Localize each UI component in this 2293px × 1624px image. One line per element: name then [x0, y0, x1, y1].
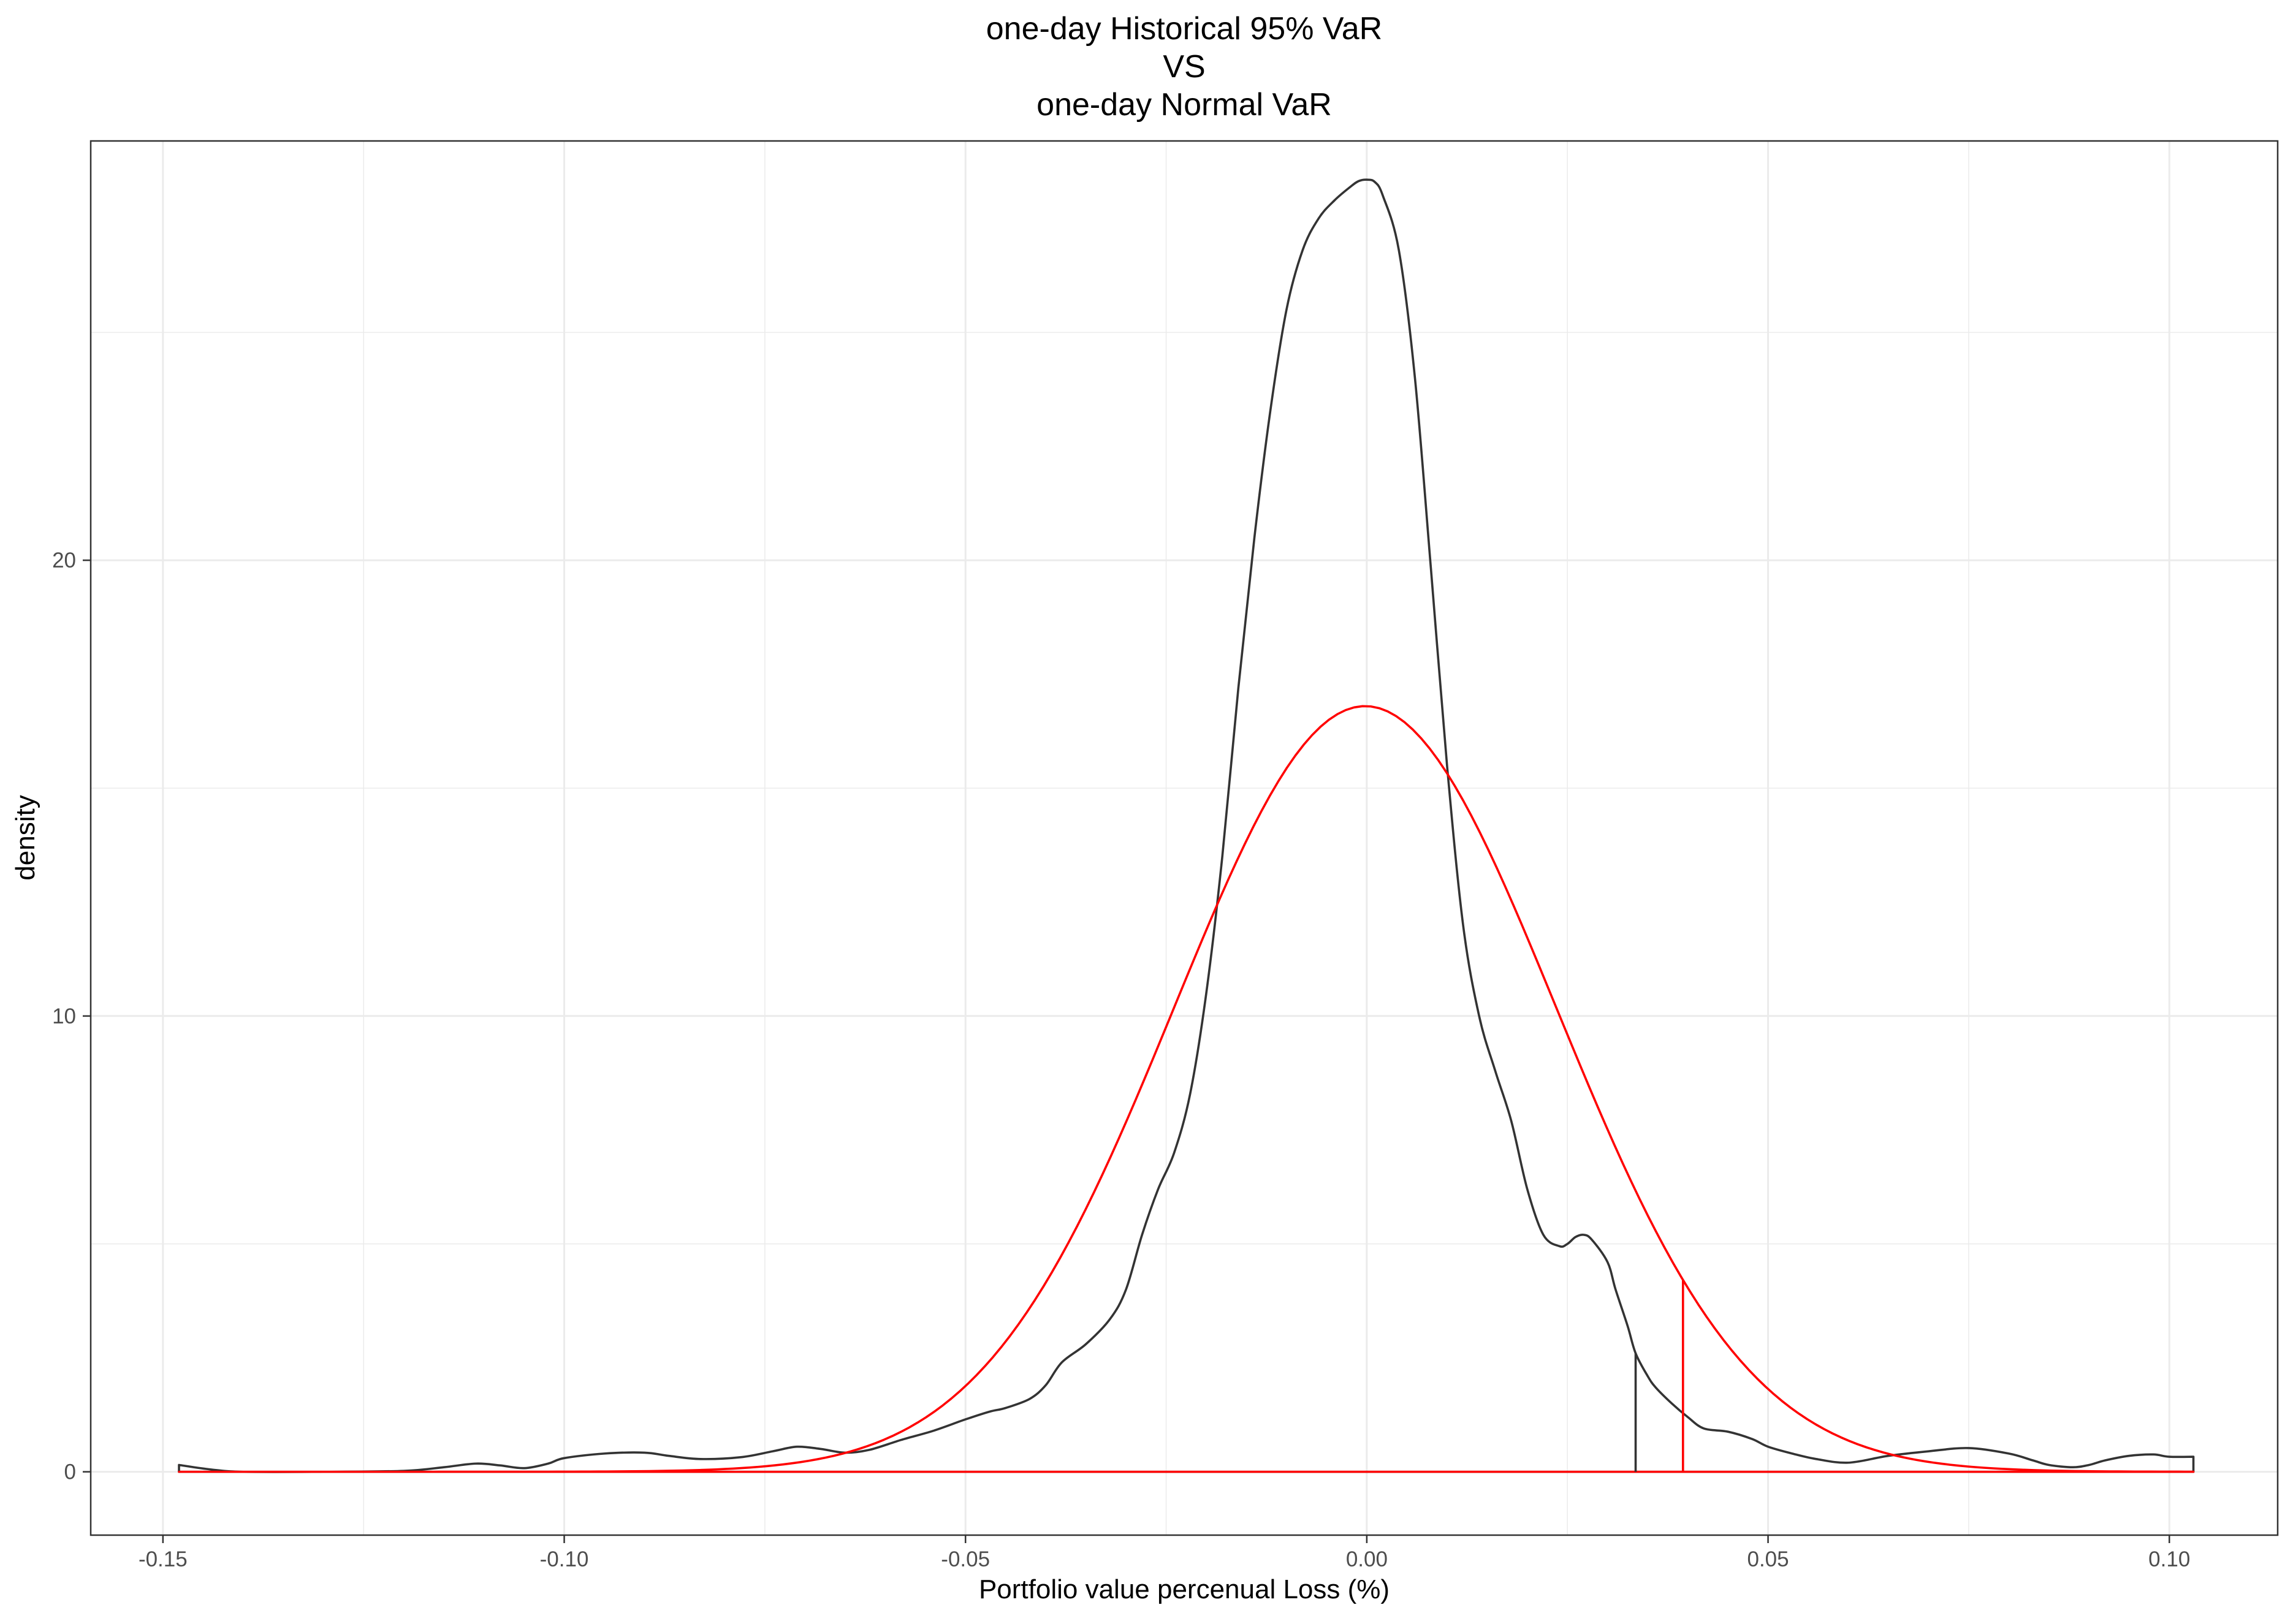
- plot-panel: [91, 141, 2278, 1535]
- title-line-3: one-day Normal VaR: [1036, 87, 1332, 123]
- x-tick-label: 0.05: [1747, 1547, 1789, 1571]
- x-tick-label: -0.10: [540, 1547, 589, 1571]
- y-tick-label: 0: [64, 1460, 76, 1484]
- plot-panel-border: [89, 140, 2279, 1536]
- title-line-1: one-day Historical 95% VaR: [986, 11, 1382, 47]
- minor-gridlines: [91, 141, 2278, 1535]
- historical-density-curve: [178, 178, 2195, 1473]
- y-axis: 0 10 20: [52, 548, 91, 1484]
- x-tick-label: 0.00: [1346, 1547, 1388, 1571]
- x-axis: -0.15 -0.10 -0.05 0.00 0.05 0.10: [139, 1535, 2190, 1571]
- x-tick-label: -0.15: [139, 1547, 188, 1571]
- normal-density-curve: [178, 705, 2195, 1473]
- x-tick-label: -0.05: [941, 1547, 990, 1571]
- x-axis-title: Portfolio value percenual Loss (%): [979, 1574, 1390, 1604]
- var-lines: [1634, 1280, 1684, 1472]
- chart-title: one-day Historical 95% VaR VS one-day No…: [986, 11, 1382, 123]
- title-line-2: VS: [1163, 49, 1205, 85]
- y-tick-label: 20: [52, 548, 76, 572]
- x-tick-label: 0.10: [2148, 1547, 2190, 1571]
- y-tick-label: 10: [52, 1004, 76, 1028]
- y-axis-title: density: [10, 795, 40, 880]
- density-areas: [178, 178, 2195, 1473]
